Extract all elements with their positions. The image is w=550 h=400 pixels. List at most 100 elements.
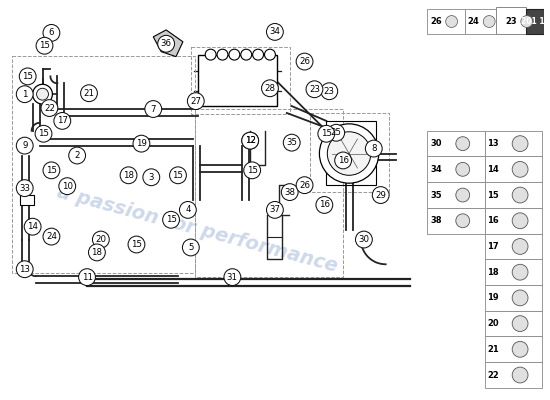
Text: 10: 10: [62, 182, 73, 191]
Text: 15: 15: [46, 166, 57, 175]
Circle shape: [365, 140, 382, 157]
Circle shape: [296, 177, 313, 194]
Circle shape: [224, 269, 241, 286]
Circle shape: [81, 85, 97, 102]
Text: 22: 22: [487, 370, 499, 380]
Circle shape: [318, 125, 335, 142]
Circle shape: [267, 202, 283, 218]
Text: 20: 20: [95, 235, 106, 244]
Text: 16: 16: [319, 200, 330, 210]
Circle shape: [205, 49, 216, 60]
Circle shape: [143, 169, 160, 186]
Circle shape: [242, 132, 258, 149]
Circle shape: [54, 112, 71, 129]
Text: 18: 18: [123, 171, 134, 180]
Text: 14: 14: [27, 222, 38, 231]
Text: 24: 24: [468, 17, 480, 26]
Text: 15: 15: [166, 215, 177, 224]
Circle shape: [456, 188, 470, 202]
Text: 5: 5: [188, 243, 194, 252]
Text: 24: 24: [46, 232, 57, 241]
Circle shape: [92, 231, 109, 248]
Text: 15: 15: [487, 190, 499, 200]
Circle shape: [328, 124, 345, 141]
Text: 14: 14: [487, 165, 499, 174]
Text: 3: 3: [148, 173, 154, 182]
Bar: [485, 156, 542, 182]
Circle shape: [128, 236, 145, 253]
Text: 15: 15: [173, 171, 184, 180]
Text: 35: 35: [430, 190, 442, 200]
Circle shape: [456, 137, 470, 150]
Circle shape: [35, 125, 52, 142]
Bar: [427, 182, 485, 208]
Circle shape: [69, 147, 86, 164]
Circle shape: [37, 88, 48, 100]
Circle shape: [456, 162, 470, 176]
Circle shape: [327, 132, 371, 175]
FancyBboxPatch shape: [198, 55, 277, 106]
Text: 12: 12: [245, 136, 256, 145]
Circle shape: [158, 35, 174, 52]
Bar: [427, 9, 465, 34]
Text: 13: 13: [19, 265, 30, 274]
Text: 7: 7: [151, 104, 156, 114]
Text: 37: 37: [270, 205, 280, 214]
Text: 16: 16: [487, 216, 499, 225]
Text: 6: 6: [48, 28, 54, 37]
Circle shape: [372, 187, 389, 204]
Text: 1: 1: [22, 90, 28, 99]
Bar: [465, 9, 502, 34]
Circle shape: [282, 184, 298, 200]
Circle shape: [446, 16, 458, 28]
Polygon shape: [153, 30, 183, 57]
Text: 19: 19: [136, 139, 147, 148]
Bar: [485, 208, 542, 234]
Circle shape: [16, 137, 33, 154]
Circle shape: [512, 264, 528, 280]
Circle shape: [36, 37, 53, 54]
Circle shape: [252, 49, 263, 60]
Circle shape: [217, 49, 228, 60]
Text: 15: 15: [39, 41, 50, 50]
Circle shape: [163, 211, 179, 228]
Text: 201 10: 201 10: [520, 17, 549, 26]
Circle shape: [316, 196, 333, 213]
Text: 27: 27: [190, 97, 201, 106]
Circle shape: [267, 24, 283, 40]
Text: 4: 4: [185, 205, 191, 214]
Bar: [502, 9, 540, 34]
Circle shape: [169, 167, 186, 184]
Text: 36: 36: [161, 39, 172, 48]
Text: 25: 25: [331, 128, 342, 137]
Circle shape: [19, 68, 36, 85]
Circle shape: [512, 238, 528, 254]
Bar: [485, 362, 542, 388]
Circle shape: [296, 53, 313, 70]
Text: 2: 2: [74, 151, 80, 160]
Text: 23: 23: [309, 85, 320, 94]
Bar: [485, 311, 542, 336]
Text: 26: 26: [299, 57, 310, 66]
Bar: [485, 234, 542, 259]
Text: 15: 15: [38, 129, 49, 138]
Text: 8: 8: [371, 144, 377, 153]
Text: 33: 33: [19, 184, 30, 193]
Text: 12: 12: [245, 136, 256, 145]
Circle shape: [89, 244, 105, 261]
Text: 18: 18: [91, 248, 102, 257]
Circle shape: [43, 24, 60, 41]
Circle shape: [41, 100, 58, 116]
Text: 26: 26: [430, 17, 442, 26]
Text: 23: 23: [324, 87, 335, 96]
Text: 29: 29: [375, 190, 386, 200]
Circle shape: [229, 49, 240, 60]
Bar: [485, 336, 542, 362]
Circle shape: [16, 261, 33, 278]
Circle shape: [456, 214, 470, 228]
Circle shape: [145, 101, 162, 118]
Circle shape: [24, 218, 41, 235]
Circle shape: [283, 134, 300, 151]
Circle shape: [483, 16, 495, 28]
Circle shape: [512, 162, 528, 177]
